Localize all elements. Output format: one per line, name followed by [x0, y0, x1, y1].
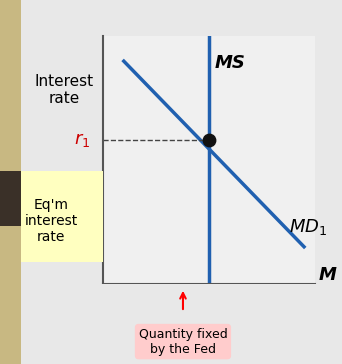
Point — [206, 138, 211, 143]
Text: Eq'm
interest
rate: Eq'm interest rate — [25, 198, 78, 244]
Text: MS: MS — [215, 54, 246, 72]
Text: $r_1$: $r_1$ — [74, 131, 90, 149]
Text: Quantity fixed
by the Fed: Quantity fixed by the Fed — [139, 328, 227, 356]
Text: M: M — [319, 266, 337, 284]
Text: Interest
rate: Interest rate — [35, 74, 94, 106]
Text: $MD_1$: $MD_1$ — [289, 217, 327, 237]
